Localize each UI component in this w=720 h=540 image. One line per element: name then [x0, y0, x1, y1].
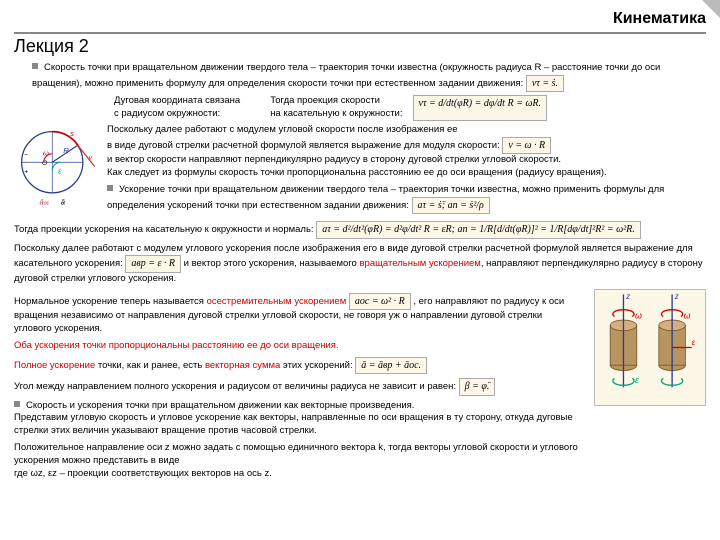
two-col: Дуговая координата связана с радиусом ок… — [114, 95, 706, 121]
bullet — [32, 63, 38, 69]
proj-text: Тогда проекция скорости на касательную к… — [270, 95, 402, 121]
normal-accel: Нормальное ускорение теперь называется о… — [14, 293, 580, 336]
formula-beta: β = φ̈. — [459, 378, 496, 396]
arc-coord-text: Дуговая координата связана с радиусом ок… — [114, 95, 240, 121]
svg-text:+: + — [24, 168, 28, 175]
intro-velocity: Скорость точки при вращательном движении… — [32, 62, 706, 92]
svg-text:z: z — [674, 292, 679, 301]
z-dir: Положительное направление оси z можно за… — [14, 442, 580, 480]
both-accel: Оба ускорения точки пропорциональны расс… — [14, 340, 580, 353]
formula-avr: aвр = ε · R — [125, 255, 181, 273]
full-accel: Полное ускорение точки, как и ранее, ест… — [14, 357, 580, 375]
page-curl — [702, 0, 720, 18]
svg-text:v: v — [89, 155, 93, 162]
vec-prod: Скорость и ускорения точки при вращатель… — [14, 400, 580, 438]
svg-text:z: z — [625, 292, 630, 301]
bottom-row: Нормальное ускорение теперь называется о… — [14, 289, 706, 484]
formula-vtau-wr: vτ = d/dt(φR) = dφ/dt R = ωR. — [413, 95, 548, 121]
tang-accel: Поскольку далее работают с модулем углов… — [14, 243, 706, 286]
svg-text:−: − — [24, 151, 28, 158]
bullet — [14, 401, 20, 407]
svg-text:ā: ā — [61, 198, 65, 207]
svg-text:ε: ε — [58, 166, 62, 175]
velocity-explain: Поскольку далее работают с модулем углов… — [107, 124, 706, 180]
svg-text:ε: ε — [635, 375, 639, 385]
svg-text:ω: ω — [43, 148, 49, 157]
accel-proj: Тогда проекции ускорения на касательную … — [14, 221, 706, 239]
svg-text:O: O — [42, 160, 48, 167]
slide: Кинематика Лекция 2 Скорость точки при в… — [0, 0, 720, 540]
formula-asum: ā = āвр + āос. — [355, 357, 427, 375]
diag-row: R s O ω ε v − + āос ā Поскольку далее ра… — [14, 124, 706, 217]
svg-text:āос: āос — [40, 198, 50, 207]
cylinder-diagram: z ω ε z ω ε — [594, 289, 706, 406]
formula-a-expand: aτ = d²/dt²(φR) = d²φ/dt² R = εR; an = 1… — [316, 221, 641, 239]
formula-v-wr: v = ω · R — [502, 137, 551, 155]
angle-text: Угол между направлением полного ускорени… — [14, 378, 580, 396]
svg-text:ε: ε — [692, 338, 696, 347]
circle-diagram: R s O ω ε v − + āос ā — [14, 124, 99, 209]
svg-text:ω: ω — [684, 310, 691, 320]
formula-aos: aос = ω² · R — [349, 293, 411, 311]
svg-text:s: s — [70, 129, 74, 138]
header: Кинематика — [14, 8, 706, 34]
accel-intro: Ускорение точки при вращательном движени… — [107, 184, 706, 214]
formula-v-tau: vτ = ṡ. — [526, 75, 564, 93]
svg-text:R: R — [63, 146, 69, 155]
bullet — [107, 185, 113, 191]
svg-text:ω: ω — [635, 310, 642, 320]
lecture-title: Лекция 2 — [14, 34, 706, 58]
formula-a-defs: aτ = ṡ̈; an = ṡ²/ρ — [412, 197, 490, 215]
